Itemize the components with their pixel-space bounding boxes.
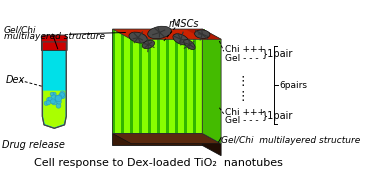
Ellipse shape — [142, 40, 155, 49]
Polygon shape — [157, 29, 160, 133]
Text: Dex: Dex — [6, 75, 25, 85]
Polygon shape — [113, 133, 202, 145]
Polygon shape — [113, 133, 221, 144]
Circle shape — [51, 99, 57, 105]
Text: }1pair: }1pair — [261, 111, 293, 121]
Ellipse shape — [194, 30, 210, 39]
Circle shape — [44, 101, 49, 105]
Circle shape — [48, 97, 52, 101]
Polygon shape — [193, 29, 196, 133]
Circle shape — [60, 94, 64, 98]
Text: Chi +++: Chi +++ — [225, 45, 265, 54]
Text: 6pairs: 6pairs — [279, 81, 307, 90]
Circle shape — [55, 95, 62, 102]
Ellipse shape — [129, 32, 147, 43]
Circle shape — [51, 95, 57, 101]
Text: Cell response to Dex-loaded TiO₂  nanotubes: Cell response to Dex-loaded TiO₂ nanotub… — [34, 158, 283, 168]
Polygon shape — [184, 29, 187, 133]
Circle shape — [50, 92, 54, 96]
Polygon shape — [42, 42, 66, 128]
Polygon shape — [130, 29, 133, 133]
Polygon shape — [113, 29, 202, 133]
Polygon shape — [185, 29, 221, 39]
Circle shape — [46, 98, 51, 102]
Polygon shape — [148, 29, 151, 133]
Ellipse shape — [173, 34, 189, 45]
Ellipse shape — [148, 26, 171, 39]
Polygon shape — [121, 29, 124, 133]
Polygon shape — [43, 91, 65, 127]
Circle shape — [57, 100, 61, 104]
Polygon shape — [113, 29, 221, 39]
Text: Gel - - -: Gel - - - — [225, 54, 259, 63]
Text: multilayered structure: multilayered structure — [4, 33, 105, 41]
Circle shape — [57, 95, 62, 100]
Polygon shape — [166, 29, 169, 133]
Text: Drug release: Drug release — [2, 140, 65, 150]
Circle shape — [60, 94, 65, 99]
Polygon shape — [202, 29, 221, 144]
Circle shape — [55, 96, 59, 100]
Polygon shape — [202, 133, 221, 156]
Circle shape — [46, 101, 51, 105]
Text: Gel/Chi  multilayered structure: Gel/Chi multilayered structure — [221, 136, 361, 145]
Circle shape — [51, 99, 55, 104]
Text: }1pair: }1pair — [261, 49, 293, 59]
Circle shape — [52, 92, 56, 96]
Ellipse shape — [184, 39, 195, 50]
Polygon shape — [41, 35, 67, 50]
Text: Chi +++: Chi +++ — [225, 108, 265, 117]
Circle shape — [60, 91, 65, 96]
Circle shape — [59, 93, 65, 97]
Circle shape — [56, 103, 61, 108]
Polygon shape — [175, 29, 178, 133]
Text: ⋮
⋮: ⋮ ⋮ — [236, 75, 249, 103]
Text: Gel/Chi: Gel/Chi — [4, 26, 36, 35]
Polygon shape — [113, 29, 115, 133]
Polygon shape — [139, 29, 142, 133]
Text: rMSCs: rMSCs — [168, 19, 199, 29]
Text: Gel - - -: Gel - - - — [225, 116, 259, 125]
Polygon shape — [202, 29, 205, 133]
